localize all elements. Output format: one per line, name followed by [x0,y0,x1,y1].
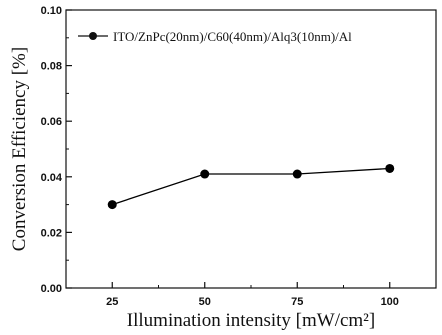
x-tick-label: 75 [291,296,303,308]
y-tick-label: 0.00 [41,283,62,295]
legend-label: ITO/ZnPc(20nm)/C60(40nm)/Alq3(10nm)/Al [113,29,352,44]
plot-frame [65,9,437,289]
x-tick-label: 25 [106,296,118,308]
data-point [107,200,117,210]
x-axis-ticks: 25 50 75 100 [106,282,399,308]
y-tick-label: 0.06 [41,116,62,128]
y-tick-label: 0.04 [41,172,63,184]
series-layer [107,163,395,210]
x-tick-label: 50 [199,296,211,308]
y-axis-ticks: 0.00 0.02 0.04 0.06 0.08 0.10 [41,5,72,295]
series-line [112,167,390,206]
y-tick-label: 0.02 [41,227,62,239]
data-point [385,163,395,173]
y-tick-label: 0.08 [41,61,62,73]
data-point [292,169,302,179]
y-axis-title: Conversion Efficiency [%] [9,47,30,251]
data-point [200,169,210,179]
x-tick-label: 100 [381,296,399,308]
x-axis-title: Illumination intensity [mW/cm²] [127,310,375,331]
legend-marker [89,32,97,40]
legend: ITO/ZnPc(20nm)/C60(40nm)/Alq3(10nm)/Al [78,29,352,44]
y-tick-label: 0.10 [41,5,62,17]
